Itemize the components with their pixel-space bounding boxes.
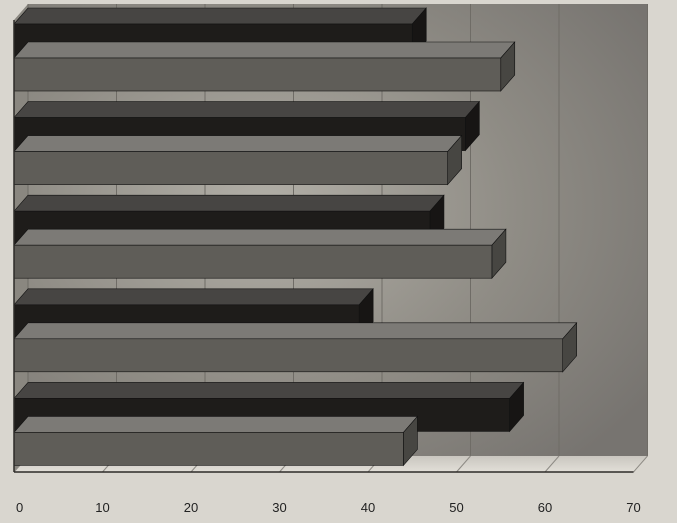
- x-tick-label: 10: [95, 500, 109, 515]
- bar: [13, 228, 507, 279]
- x-tick-label: 60: [538, 500, 552, 515]
- bar-top-face: [13, 322, 578, 340]
- floor-gridline: [544, 455, 560, 473]
- x-tick-label: 70: [626, 500, 640, 515]
- bar-top-face: [13, 228, 507, 246]
- bar-front-face: [13, 244, 493, 279]
- bar-top-face: [13, 288, 374, 306]
- bar-top-face: [13, 101, 481, 118]
- bar-front-face: [13, 57, 502, 92]
- floor-gridline: [633, 455, 648, 473]
- bar-top-face: [13, 382, 525, 399]
- x-tick-label: 40: [361, 500, 375, 515]
- bar-top-face: [13, 41, 516, 59]
- bar: [13, 41, 516, 92]
- bar-front-face: [13, 432, 404, 466]
- x-tick-label: 0: [16, 500, 23, 515]
- floor-gridline: [456, 455, 471, 473]
- bar-front-face: [13, 151, 448, 185]
- plot-frame: [13, 20, 634, 473]
- bar-top-face: [13, 135, 463, 152]
- bar: [13, 322, 578, 373]
- x-tick-label: 20: [184, 500, 198, 515]
- bar-top-face: [13, 194, 445, 212]
- bar-top-face: [13, 416, 419, 433]
- x-axis-tick-labels: 0 10 20 30 40 50 60 70: [16, 500, 641, 515]
- x-tick-label: 50: [449, 500, 463, 515]
- x-tick-label: 30: [272, 500, 286, 515]
- bar-top-face: [13, 7, 427, 25]
- bars: [13, 7, 578, 467]
- bar-front-face: [13, 338, 564, 373]
- bar: [13, 134, 463, 186]
- bar: [13, 415, 419, 467]
